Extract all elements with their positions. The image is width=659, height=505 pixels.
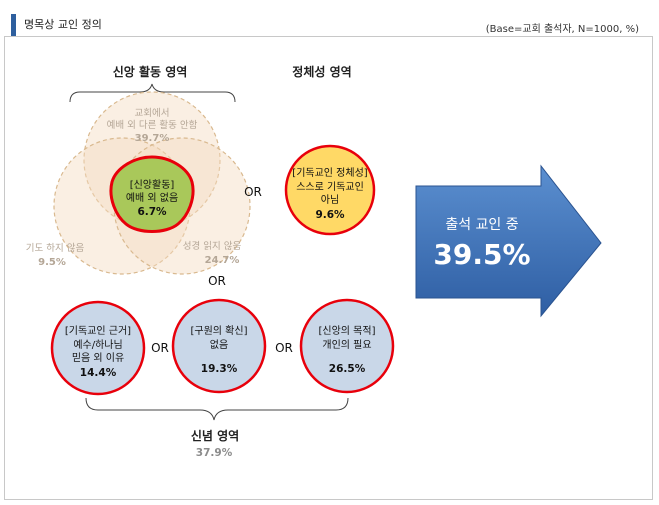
result-arrow xyxy=(415,164,602,318)
title-bar: 명목상 교인 정의 (Base=교회 출석자, N=1000, %) xyxy=(8,9,651,36)
belief-1-label-3: 믿음 외 이유 xyxy=(72,352,124,364)
venn-left-label: 기도 하지 않음 xyxy=(26,242,85,254)
identity-label-3: 아님 xyxy=(321,194,339,206)
venn-center-label-1: [신앙활동] xyxy=(130,178,175,191)
or-label-2: OR xyxy=(208,274,226,288)
venn-top-value: 39.7% xyxy=(135,133,170,144)
belief-circle-1 xyxy=(50,300,146,396)
identity-label-1: [기독교인 정체성] xyxy=(292,167,367,179)
identity-value: 9.6% xyxy=(315,209,345,221)
venn-center-label-2: 예배 외 없음 xyxy=(126,191,178,204)
belief-1-value: 14.4% xyxy=(80,367,117,379)
identity-heading: 정체성 영역 xyxy=(292,64,351,79)
belief-circle-3 xyxy=(299,298,395,394)
diagram-frame xyxy=(4,36,653,500)
page-title: 명목상 교인 정의 xyxy=(24,18,102,31)
or-label-3: OR xyxy=(151,341,169,355)
faith-activity-brace xyxy=(69,83,236,103)
venn-center-highlight xyxy=(109,155,195,233)
belief-2-label-2: 없음 xyxy=(210,338,228,351)
venn-right-label: 성경 읽지 않음 xyxy=(183,240,242,252)
identity-circle xyxy=(284,144,376,236)
belief-1-label-2: 예수/하나님 xyxy=(73,338,122,351)
belief-circle-2 xyxy=(171,298,267,394)
base-note: (Base=교회 출석자, N=1000, %) xyxy=(485,24,639,35)
belief-3-label-2: 개인의 필요 xyxy=(322,339,371,351)
result-value: 39.5% xyxy=(433,238,530,271)
venn-top-label-2: 예배 외 다른 활동 안함 xyxy=(107,119,198,131)
or-label-1: OR xyxy=(244,185,262,199)
faith-activity-heading: 신앙 활동 영역 xyxy=(113,64,188,79)
venn-center-value: 6.7% xyxy=(137,206,167,218)
belief-3-value: 26.5% xyxy=(329,363,366,375)
title-accent-bar xyxy=(11,14,16,36)
venn-left-value: 9.5% xyxy=(38,257,66,268)
belief-2-label-1: [구원의 확신] xyxy=(191,325,248,337)
venn-right-value: 24.7% xyxy=(205,255,240,266)
belief-value: 37.9% xyxy=(196,447,233,459)
result-label: 출석 교인 중 xyxy=(445,217,518,233)
belief-circles xyxy=(50,298,395,396)
belief-3-label-1: [신앙의 목적] xyxy=(319,325,376,337)
belief-2-value: 19.3% xyxy=(201,363,238,375)
belief-heading: 신념 영역 xyxy=(191,428,239,443)
identity-label-2: 스스로 기독교인 xyxy=(296,181,364,193)
belief-1-label-1: [기독교인 근거] xyxy=(65,325,131,337)
venn-top-label-1: 교회에서 xyxy=(135,108,170,119)
belief-brace xyxy=(85,397,349,421)
or-label-4: OR xyxy=(275,341,293,355)
